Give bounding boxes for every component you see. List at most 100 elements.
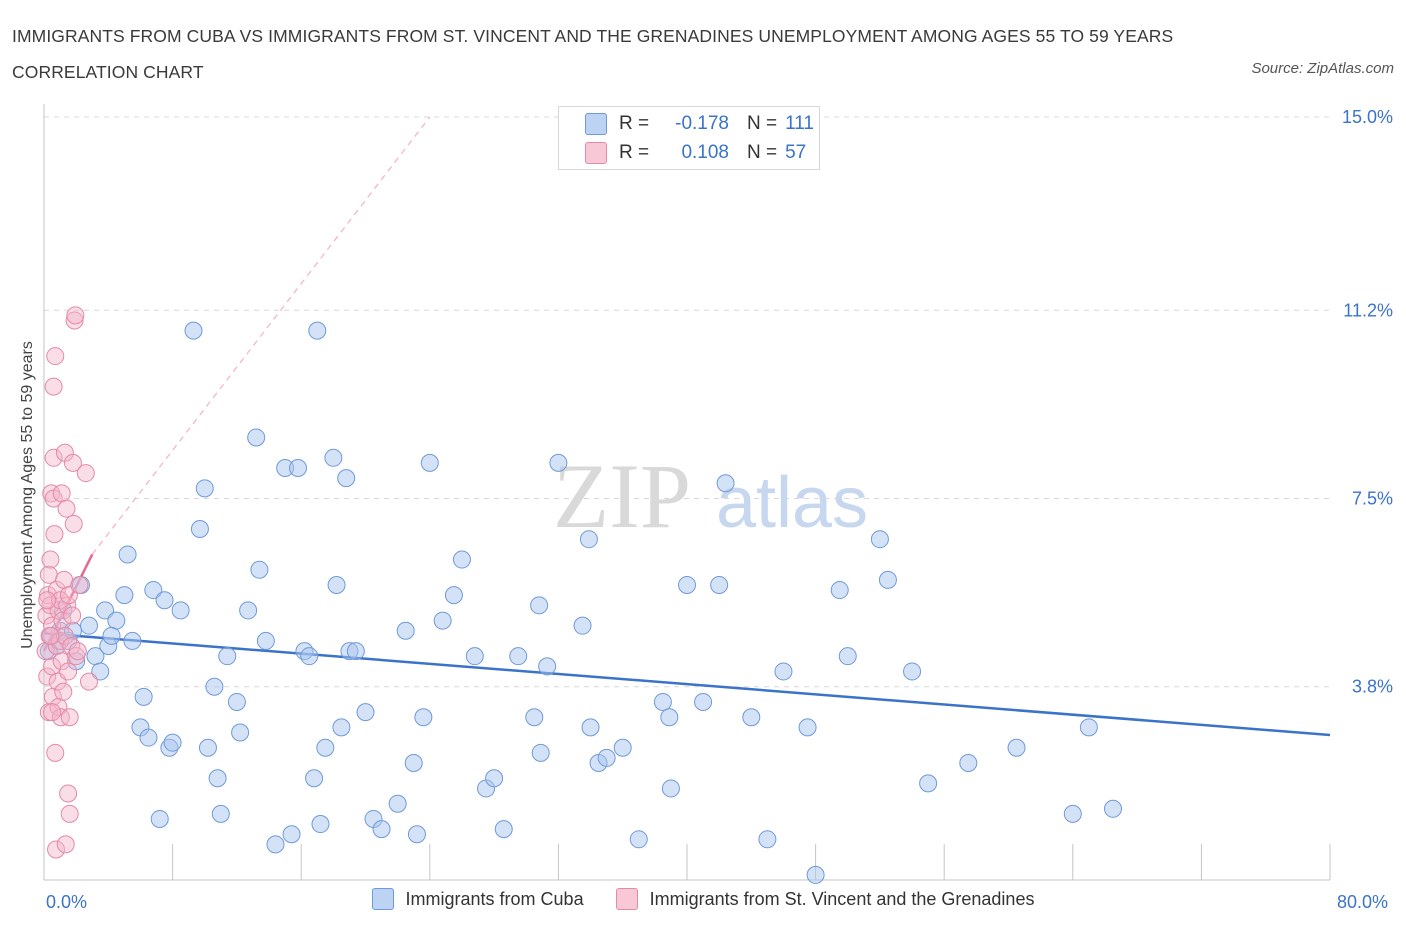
series-legend: Immigrants from Cuba Immigrants from St.… [0, 888, 1406, 910]
legend-row-cuba: R = -0.178 N = 111 [585, 109, 814, 139]
legend-item-st-vincent[interactable]: Immigrants from St. Vincent and the Gren… [615, 888, 1035, 910]
st-vincent-point [38, 667, 57, 686]
cuba-point [91, 662, 110, 681]
cuba-point [388, 794, 407, 813]
st-vincent-point [44, 448, 63, 467]
cuba-point [316, 738, 335, 757]
n-value: 57 [785, 142, 807, 163]
st-vincent-point [44, 377, 63, 396]
st-vincent-point [43, 703, 62, 722]
trend-lines [42, 116, 1331, 737]
cuba-point [653, 692, 672, 711]
cuba-point [613, 738, 632, 757]
st-vincent-point [60, 708, 79, 727]
cuba-point [372, 820, 391, 839]
st-vincent-point [65, 311, 84, 330]
cuba-point [661, 779, 680, 798]
y-tick-label: 15.0% [1342, 107, 1393, 127]
cuba-point [139, 728, 158, 747]
st-vincent-point [63, 453, 82, 472]
st-vincent-point [41, 550, 60, 569]
cuba-trend-line [43, 632, 1331, 737]
st-vincent-point [37, 606, 56, 625]
st-vincent-point [46, 743, 65, 762]
y-tick-labels: 3.8% 7.5% 11.2% 15.0% [1342, 107, 1393, 697]
cuba-point [155, 591, 174, 610]
st-vincent-point [46, 347, 65, 366]
st-vincent-point [45, 525, 64, 544]
st-vincent-point [51, 631, 70, 650]
legend-item-cuba[interactable]: Immigrants from Cuba [371, 888, 584, 910]
cuba-point [774, 662, 793, 681]
cuba-point [581, 718, 600, 737]
st-vincent-swatch [585, 142, 607, 164]
cuba-point [198, 738, 217, 757]
st-vincent-point [39, 565, 58, 584]
cuba-point [184, 321, 203, 340]
cuba-point [1063, 804, 1082, 823]
st-vincent-point [70, 575, 89, 594]
st-vincent-trend-extension [91, 116, 431, 555]
st-vincent-swatch [615, 888, 638, 910]
cuba-point [407, 825, 426, 844]
cuba-point [346, 642, 365, 661]
cuba-point [163, 733, 182, 752]
cuba-point [597, 748, 616, 767]
n-label: N = [747, 113, 778, 134]
st-vincent-point [59, 662, 78, 681]
cuba-point [538, 657, 557, 676]
cuba-point [798, 718, 817, 737]
watermark: ZIP atlas [553, 445, 868, 547]
cuba-point [660, 708, 679, 727]
cuba-point [115, 586, 134, 605]
cuba-point [311, 815, 330, 834]
cuba-point [247, 428, 266, 447]
y-tick-label: 3.8% [1352, 677, 1393, 697]
cuba-point [678, 575, 696, 594]
cuba-point [903, 662, 922, 681]
cuba-point [742, 708, 761, 727]
cuba-point [919, 774, 938, 793]
cuba-point [494, 820, 513, 839]
st-vincent-point [42, 484, 61, 503]
cuba-point [282, 825, 301, 844]
cuba-point [549, 453, 568, 472]
data-points [36, 143, 1122, 884]
st-vincent-point [76, 464, 95, 483]
cuba-point [806, 865, 825, 884]
cuba-point [830, 581, 849, 600]
chart-title: IMMIGRANTS FROM CUBA VS IMMIGRANTS FROM … [12, 26, 1174, 82]
watermark-zip: ZIP [553, 445, 691, 547]
st-vincent-point [80, 672, 99, 691]
cuba-point [107, 611, 126, 630]
r-label: R = [619, 113, 650, 134]
cuba-point [1079, 718, 1098, 737]
cuba-point [716, 474, 735, 493]
cuba-point [878, 570, 897, 589]
cuba-point [190, 520, 209, 539]
cuba-point [211, 804, 230, 823]
st-vincent-point [59, 784, 78, 803]
cuba-point [227, 692, 246, 711]
cuba-point [433, 611, 452, 630]
cuba-point [509, 647, 528, 666]
cuba-point [573, 616, 592, 635]
cuba-point [870, 530, 889, 549]
cuba-point [205, 677, 224, 696]
legend-label-st-vincent: Immigrants from St. Vincent and the Gren… [649, 888, 1035, 909]
y-tick-label: 7.5% [1352, 489, 1393, 509]
cuba-swatch [585, 113, 607, 135]
cuba-point [485, 769, 504, 788]
cuba-point [231, 723, 250, 742]
cuba-point [288, 458, 307, 477]
r-value: -0.178 [675, 113, 729, 134]
st-vincent-point [47, 840, 66, 859]
r-value: 0.108 [681, 142, 729, 163]
st-vincent-point [60, 804, 79, 823]
cuba-point [710, 575, 729, 594]
cuba-point [531, 743, 550, 762]
st-vincent-point [55, 626, 74, 645]
cuba-point [327, 575, 346, 594]
cuba-point [80, 616, 99, 635]
